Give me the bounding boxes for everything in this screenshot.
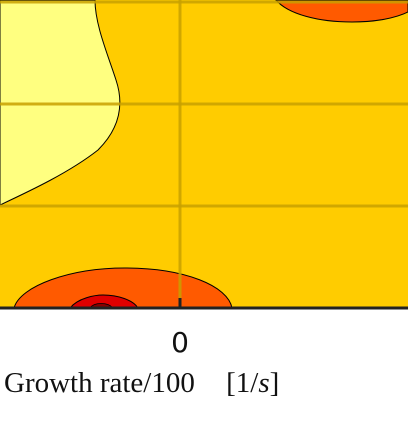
x-axis-unit-open: [1/ bbox=[226, 367, 259, 399]
x-axis-title: Growth rate/100 [1/s] bbox=[4, 367, 279, 399]
x-axis-unit-close: ] bbox=[270, 367, 280, 399]
contour-region-bottom-mid bbox=[13, 267, 233, 309]
x-axis-label: Growth rate/100 bbox=[4, 367, 195, 399]
x-tick-label-zero: 0 bbox=[171, 326, 189, 359]
x-axis-unit-var: s bbox=[258, 367, 269, 399]
contour-region-bottom-strong bbox=[68, 294, 139, 309]
contour-region-upper-right bbox=[275, 0, 408, 23]
